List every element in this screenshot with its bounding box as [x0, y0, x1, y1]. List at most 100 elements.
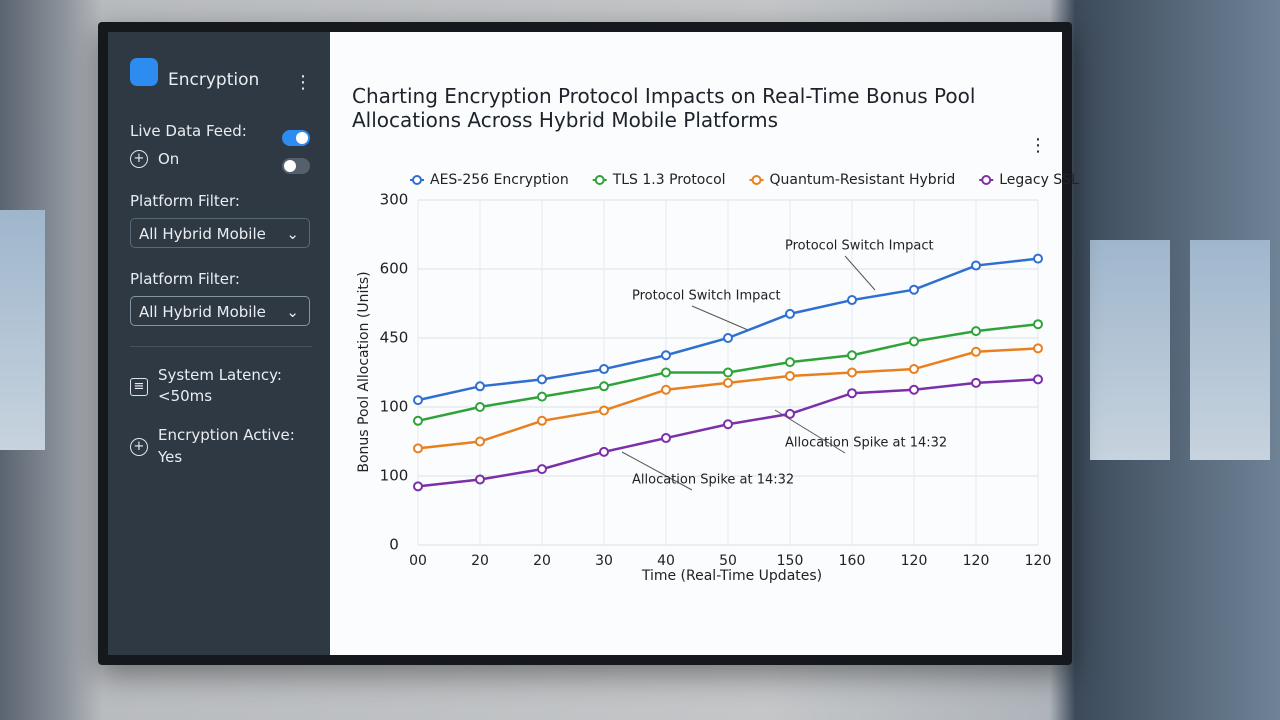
x-tick-label: 160	[839, 553, 866, 569]
chart-menu[interactable]: ⋮	[1029, 135, 1047, 156]
divider	[130, 346, 312, 347]
legend-marker	[594, 175, 605, 185]
plus-icon: +	[130, 438, 148, 456]
data-point	[785, 357, 795, 368]
data-point	[661, 384, 671, 395]
data-point	[661, 367, 671, 378]
live-feed-label: Live Data Feed:	[130, 122, 247, 140]
filter-label: Platform Filter:	[130, 192, 240, 210]
data-point	[1033, 319, 1043, 330]
x-tick-label: 20	[471, 553, 489, 569]
data-point	[413, 481, 423, 492]
data-point	[599, 364, 609, 375]
y-tick-label: 600	[380, 260, 409, 278]
legend-marker	[981, 175, 992, 185]
annotation-leader	[621, 451, 693, 491]
annotation: Allocation Spike at 14:32	[632, 473, 794, 488]
x-axis-label: Time (Real-Time Updates)	[641, 568, 822, 584]
filter-value: All Hybrid Mobile	[139, 303, 266, 321]
data-point	[475, 474, 485, 485]
data-point	[909, 284, 919, 295]
legend-label: Quantum-Resistant Hybrid	[770, 172, 956, 188]
app-icon	[130, 58, 158, 86]
annotation-leader	[844, 255, 876, 291]
data-point	[971, 346, 981, 357]
data-point	[661, 350, 671, 361]
filter-select[interactable]: All Hybrid Mobile ⌄	[130, 296, 310, 326]
data-point	[599, 446, 609, 457]
y-tick-label: 100	[380, 467, 409, 485]
window	[1090, 240, 1170, 460]
data-point	[475, 436, 485, 447]
data-point	[537, 374, 547, 385]
annotation: Protocol Switch Impact	[632, 289, 781, 304]
data-point	[971, 326, 981, 337]
chart-panel	[330, 32, 1062, 655]
window	[1190, 240, 1270, 460]
status-value: <50ms	[158, 387, 213, 405]
y-tick-label: 0	[389, 536, 399, 554]
chart-title: Charting Encryption Protocol Impacts on …	[352, 84, 976, 132]
data-point	[909, 364, 919, 375]
annotation: Allocation Spike at 14:32	[785, 436, 947, 451]
data-point	[785, 308, 795, 319]
data-point	[599, 405, 609, 416]
data-point	[785, 408, 795, 419]
data-point	[1033, 343, 1043, 354]
plus-icon: +	[130, 150, 148, 168]
status-label: Encryption Active:	[158, 426, 295, 444]
data-point	[413, 415, 423, 426]
data-point	[785, 370, 795, 381]
x-tick-label: 150	[777, 553, 804, 569]
data-point	[971, 377, 981, 388]
y-tick-label: 450	[380, 329, 409, 347]
data-point	[1033, 374, 1043, 385]
data-point	[847, 350, 857, 361]
x-tick-label: 120	[1025, 553, 1052, 569]
filter-value: All Hybrid Mobile	[139, 225, 266, 243]
data-point	[537, 391, 547, 402]
legend-label: Legacy SSL	[999, 172, 1079, 188]
data-point	[723, 377, 733, 388]
data-point	[413, 443, 423, 454]
x-tick-label: 120	[963, 553, 990, 569]
data-point	[475, 402, 485, 412]
data-point	[723, 333, 733, 343]
y-axis-label: Bonus Pool Allocation (Units)	[356, 271, 372, 472]
annotation-leader	[691, 305, 749, 331]
data-point	[537, 464, 547, 475]
title-box: Charting Encryption Protocol Impacts on …	[352, 84, 976, 132]
live-feed-value: On	[158, 150, 180, 168]
data-point	[661, 433, 671, 444]
status-label: System Latency:	[158, 366, 282, 384]
data-point	[1033, 253, 1043, 264]
app-title: Encryption	[168, 70, 260, 90]
x-tick-label: 30	[595, 553, 613, 569]
data-point	[847, 388, 857, 399]
data-point	[537, 415, 547, 426]
menu[interactable]: ⋮	[294, 72, 312, 93]
data-point	[847, 295, 857, 306]
data-point	[413, 395, 423, 406]
data-point	[971, 260, 981, 271]
y-tick-label: 300	[380, 191, 409, 209]
legend-label: TLS 1.3 Protocol	[612, 172, 726, 188]
toggle-off[interactable]	[282, 158, 310, 174]
legend-label: AES-256 Encryption	[430, 172, 569, 188]
x-tick-label: 20	[533, 553, 551, 569]
window	[0, 210, 45, 450]
annotation: Protocol Switch Impact	[785, 239, 934, 254]
legend-marker	[412, 175, 422, 185]
data-point	[723, 419, 733, 430]
latency-icon: ≡	[130, 378, 148, 396]
y-tick-label: 100	[380, 398, 409, 416]
data-point	[909, 384, 919, 395]
legend-marker	[751, 175, 762, 185]
x-tick-label: 120	[901, 553, 928, 569]
toggle-on[interactable]	[282, 130, 310, 146]
filter-label: Platform Filter:	[130, 270, 240, 288]
data-point	[909, 336, 919, 347]
filter-select[interactable]: All Hybrid Mobile ⌄	[130, 218, 310, 248]
